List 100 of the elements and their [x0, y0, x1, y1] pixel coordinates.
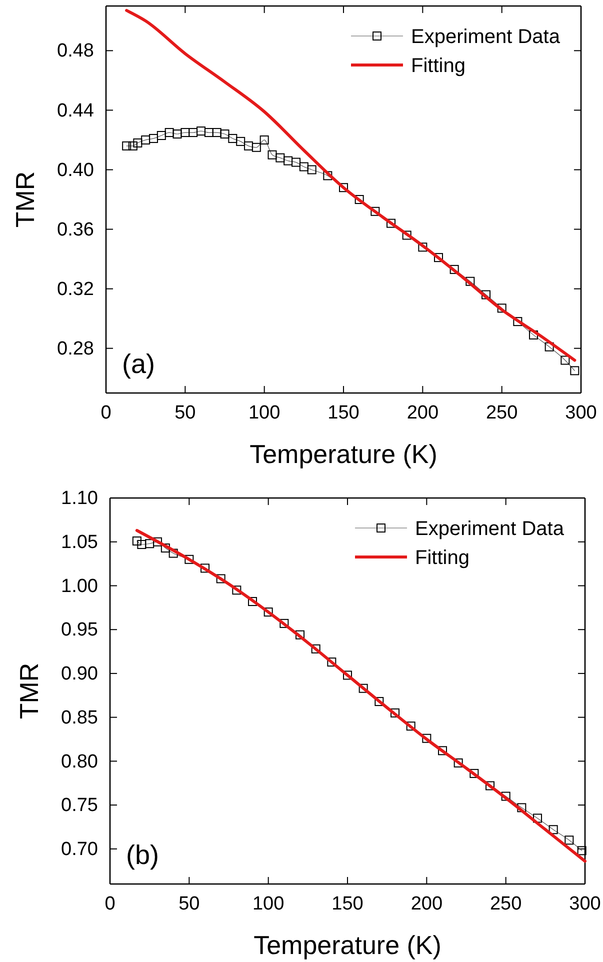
- point: [470, 768, 479, 778]
- point: [327, 658, 336, 667]
- point: [212, 128, 222, 138]
- point: [486, 781, 494, 790]
- y-tick-label: 0.90: [61, 664, 98, 685]
- point: [374, 697, 384, 706]
- point: [153, 537, 162, 546]
- y-tick-label: 0.85: [61, 707, 98, 728]
- point: [406, 722, 416, 731]
- point: [548, 825, 558, 834]
- x-axis-title: Temperature (K): [250, 439, 438, 469]
- legend-label: Experiment Data: [411, 26, 561, 48]
- point: [466, 276, 475, 286]
- point: [184, 554, 194, 564]
- point: [260, 135, 269, 144]
- point: [180, 128, 190, 138]
- x-tick-label: 200: [410, 893, 443, 914]
- point: [280, 618, 289, 628]
- point: [570, 366, 580, 376]
- point: [560, 356, 570, 365]
- point: [156, 130, 166, 140]
- point: [196, 126, 206, 136]
- point: [232, 586, 242, 595]
- x-tick-label: 300: [569, 893, 601, 914]
- y-tick-label: 0.95: [61, 620, 98, 641]
- legend-label: Fitting: [415, 547, 470, 569]
- point: [358, 684, 368, 693]
- x-tick-label: 100: [248, 402, 280, 424]
- point: [533, 814, 542, 823]
- point: [137, 540, 146, 549]
- point: [188, 128, 198, 138]
- point: [386, 218, 396, 228]
- x-tick-label: 150: [332, 893, 364, 914]
- x-tick-label: 200: [406, 402, 439, 424]
- point: [204, 128, 214, 138]
- point: [390, 708, 400, 718]
- point: [264, 608, 273, 617]
- point: [141, 135, 150, 144]
- point: [402, 230, 412, 240]
- point: [132, 536, 142, 546]
- y-tick-label: 0.75: [61, 795, 98, 816]
- x-tick-label: 300: [565, 402, 597, 424]
- x-tick-label: 50: [178, 893, 200, 914]
- y-tick-label: 0.40: [57, 160, 94, 181]
- x-tick-label: 250: [490, 893, 522, 914]
- y-tick-label: 0.32: [57, 278, 94, 300]
- y-tick-label: 0.70: [61, 838, 98, 860]
- point: [517, 803, 526, 812]
- point: [236, 136, 246, 146]
- x-tick-label: 50: [174, 402, 196, 424]
- point: [133, 138, 142, 148]
- x-tick-label: 100: [252, 893, 284, 914]
- point: [354, 195, 364, 204]
- point: [248, 597, 257, 606]
- point: [454, 758, 463, 768]
- point: [145, 539, 154, 548]
- point: [299, 162, 308, 172]
- point: [200, 564, 210, 573]
- y-tick-label: 0.48: [57, 40, 94, 62]
- point: [544, 342, 554, 352]
- point: [307, 165, 316, 174]
- point: [216, 574, 226, 584]
- y-axis-title: TMR: [14, 662, 44, 720]
- legend-label: Fitting: [411, 55, 466, 77]
- point: [128, 141, 138, 150]
- x-tick-label: 150: [328, 402, 360, 424]
- point: [164, 128, 174, 138]
- point: [244, 141, 253, 150]
- point: [501, 792, 510, 801]
- point: [418, 242, 428, 252]
- y-tick-label: 0.44: [57, 100, 94, 122]
- point: [296, 630, 304, 640]
- y-tick-label: 1.00: [61, 576, 98, 597]
- point: [220, 130, 230, 139]
- point: [268, 150, 277, 160]
- point: [149, 134, 158, 143]
- x-tick-label: 0: [104, 893, 116, 914]
- y-tick-label: 0.36: [57, 219, 94, 240]
- point: [228, 134, 238, 143]
- point: [482, 290, 490, 300]
- point: [323, 171, 332, 180]
- point: [529, 330, 538, 340]
- point: [284, 156, 293, 166]
- y-tick-label: 1.05: [61, 532, 98, 553]
- point: [172, 130, 182, 139]
- annotation: (a): [122, 349, 155, 379]
- point: [276, 153, 285, 162]
- annotation: (b): [126, 840, 159, 870]
- point: [450, 264, 459, 274]
- point: [577, 846, 586, 856]
- y-tick-label: 0.80: [61, 751, 98, 772]
- point: [311, 644, 320, 654]
- point: [370, 206, 380, 216]
- point: [343, 670, 352, 680]
- x-tick-label: 250: [486, 402, 518, 424]
- y-tick-label: 1.10: [61, 488, 98, 510]
- point: [160, 544, 170, 553]
- x-tick-label: 0: [100, 402, 112, 424]
- y-tick-label: 0.28: [57, 338, 94, 360]
- point: [122, 141, 132, 150]
